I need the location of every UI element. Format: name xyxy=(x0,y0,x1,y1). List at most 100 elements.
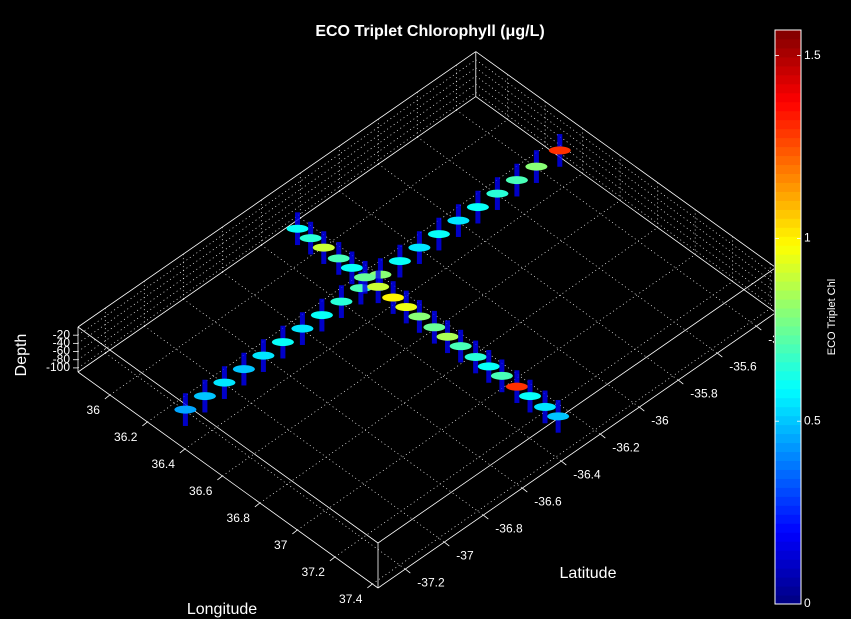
chl-point xyxy=(534,402,557,411)
colorbar-swatch xyxy=(775,191,801,201)
grid-line xyxy=(334,281,733,558)
colorbar-swatch xyxy=(775,334,801,345)
grid-line xyxy=(144,325,445,543)
colorbar-swatch xyxy=(775,290,801,300)
chl-point xyxy=(299,234,322,243)
chl-point xyxy=(340,263,363,272)
tick-mark xyxy=(717,352,723,358)
box-edge xyxy=(475,51,777,268)
colorbar-swatch xyxy=(775,92,801,103)
grid-line xyxy=(297,254,696,531)
x-tick-label: 36 xyxy=(87,403,101,417)
chl-point xyxy=(395,302,418,311)
colorbar-swatch xyxy=(775,299,801,309)
box-edge xyxy=(77,51,477,328)
colorbar-swatch xyxy=(775,209,801,219)
chl-point xyxy=(213,378,236,387)
chl-point xyxy=(327,254,350,263)
chl-point xyxy=(252,351,275,360)
x-tick-label: 36.8 xyxy=(227,511,251,525)
colorbar-swatch xyxy=(775,218,801,228)
colorbar-swatch xyxy=(775,119,801,130)
colorbar-swatch xyxy=(775,595,801,605)
colorbar-swatch xyxy=(775,101,801,112)
chl-point xyxy=(547,412,570,421)
grid-line xyxy=(77,84,476,361)
chl-point xyxy=(232,365,255,374)
colorbar-swatch xyxy=(775,415,801,426)
colorbar-swatch xyxy=(775,388,801,399)
grid-line xyxy=(259,227,658,504)
colorbar-swatch xyxy=(775,514,801,524)
colorbar-swatch xyxy=(775,83,801,94)
grid-line xyxy=(77,92,476,369)
tick-mark xyxy=(142,421,148,427)
colorbar-tick-label: 1 xyxy=(804,231,811,245)
colorbar-swatch xyxy=(775,30,801,40)
colorbar-label: ECO Triplet Chl xyxy=(826,279,838,355)
colorbar-swatch xyxy=(775,128,801,139)
colorbar-swatch xyxy=(775,568,801,578)
box-edge xyxy=(77,96,477,373)
y-tick-label: -37.2 xyxy=(417,575,445,589)
tick-mark xyxy=(292,529,298,535)
colorbar-swatch xyxy=(775,308,801,318)
x-tick-label: 37 xyxy=(274,538,288,552)
chart-title: ECO Triplet Chlorophyll (μg/L) xyxy=(315,23,544,40)
colorbar-tick-label: 1.5 xyxy=(804,48,821,62)
grid-line xyxy=(339,190,640,408)
y-tick-label: -37 xyxy=(456,548,474,562)
colorbar-swatch xyxy=(775,559,801,569)
colorbar-swatch xyxy=(775,370,801,381)
grid-line xyxy=(475,84,777,301)
tick-mark xyxy=(367,583,373,589)
colorbar-swatch xyxy=(775,281,801,291)
colorbar-swatch xyxy=(775,245,801,255)
colorbar-swatch xyxy=(775,577,801,587)
grid-line xyxy=(147,146,546,423)
tick-mark xyxy=(678,379,684,385)
y-tick-label: -36.2 xyxy=(612,440,640,454)
box-edge xyxy=(377,312,777,589)
colorbar-swatch xyxy=(775,550,801,560)
chl-point xyxy=(466,203,489,212)
colorbar-swatch xyxy=(775,65,801,76)
colorbar-swatch xyxy=(775,469,801,479)
box-edge xyxy=(77,326,379,544)
chl-point xyxy=(312,243,335,252)
y-tick-label: -36.8 xyxy=(495,521,523,535)
tick-mark xyxy=(179,448,186,454)
tick-mark xyxy=(254,502,261,508)
colorbar-swatch xyxy=(775,586,801,596)
grid-line xyxy=(475,92,777,309)
chl-point xyxy=(354,273,377,282)
colorbar-swatch xyxy=(775,361,801,372)
chl-point xyxy=(519,392,542,401)
x-tick-label: 36.2 xyxy=(114,430,138,444)
grid-line xyxy=(261,244,562,462)
grid-line xyxy=(417,136,718,354)
chl-point xyxy=(505,176,528,185)
chl-point xyxy=(449,342,472,351)
colorbar-swatch xyxy=(775,487,801,497)
tick-mark xyxy=(405,568,411,574)
chl-point xyxy=(367,282,390,291)
chl-point xyxy=(477,362,500,371)
tick-mark xyxy=(104,394,111,400)
colorbar-swatch xyxy=(775,460,801,470)
chl-point xyxy=(193,392,216,401)
grid-line xyxy=(475,59,777,277)
tick-mark xyxy=(522,487,528,493)
colorbar-swatch xyxy=(775,451,801,461)
grid-line xyxy=(300,217,601,435)
grid-line xyxy=(222,271,523,489)
chl-point xyxy=(330,297,353,306)
colorbar-swatch xyxy=(775,182,801,192)
colorbar-swatch xyxy=(775,56,801,67)
z-tick-label: -60 xyxy=(53,344,71,358)
colorbar-tick-label: 0.5 xyxy=(804,413,821,427)
chl-point xyxy=(291,324,314,333)
colorbar-swatch xyxy=(775,164,801,174)
